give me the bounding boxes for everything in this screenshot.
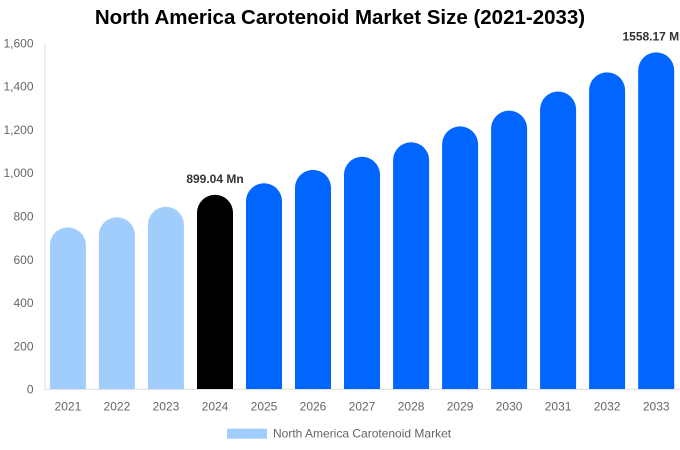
- svg-text:1,000: 1,000: [3, 166, 33, 180]
- svg-text:2021: 2021: [55, 400, 82, 414]
- svg-text:2031: 2031: [545, 400, 572, 414]
- svg-text:1,200: 1,200: [3, 123, 33, 137]
- svg-text:2029: 2029: [447, 400, 474, 414]
- svg-text:2023: 2023: [153, 400, 180, 414]
- svg-text:200: 200: [13, 339, 33, 353]
- svg-text:1,400: 1,400: [3, 80, 33, 94]
- svg-text:600: 600: [13, 253, 33, 267]
- svg-text:2033: 2033: [643, 400, 670, 414]
- svg-text:1,600: 1,600: [3, 36, 33, 50]
- svg-text:2025: 2025: [251, 400, 278, 414]
- svg-text:2022: 2022: [104, 400, 131, 414]
- svg-text:800: 800: [13, 210, 33, 224]
- svg-text:2027: 2027: [349, 400, 376, 414]
- svg-text:2030: 2030: [496, 400, 523, 414]
- svg-text:2024: 2024: [202, 400, 229, 414]
- svg-text:North America Carotenoid Marke: North America Carotenoid Market Size (20…: [95, 6, 585, 29]
- svg-text:2032: 2032: [594, 400, 621, 414]
- svg-text:400: 400: [13, 296, 33, 310]
- svg-text:2026: 2026: [300, 400, 327, 414]
- svg-text:1558.17 Mn: 1558.17 Mn: [622, 30, 680, 44]
- svg-text:0: 0: [27, 383, 34, 397]
- svg-text:2028: 2028: [398, 400, 425, 414]
- svg-text:899.04 Mn: 899.04 Mn: [186, 172, 243, 186]
- svg-text:North America Carotenoid Marke: North America Carotenoid Market: [273, 426, 452, 440]
